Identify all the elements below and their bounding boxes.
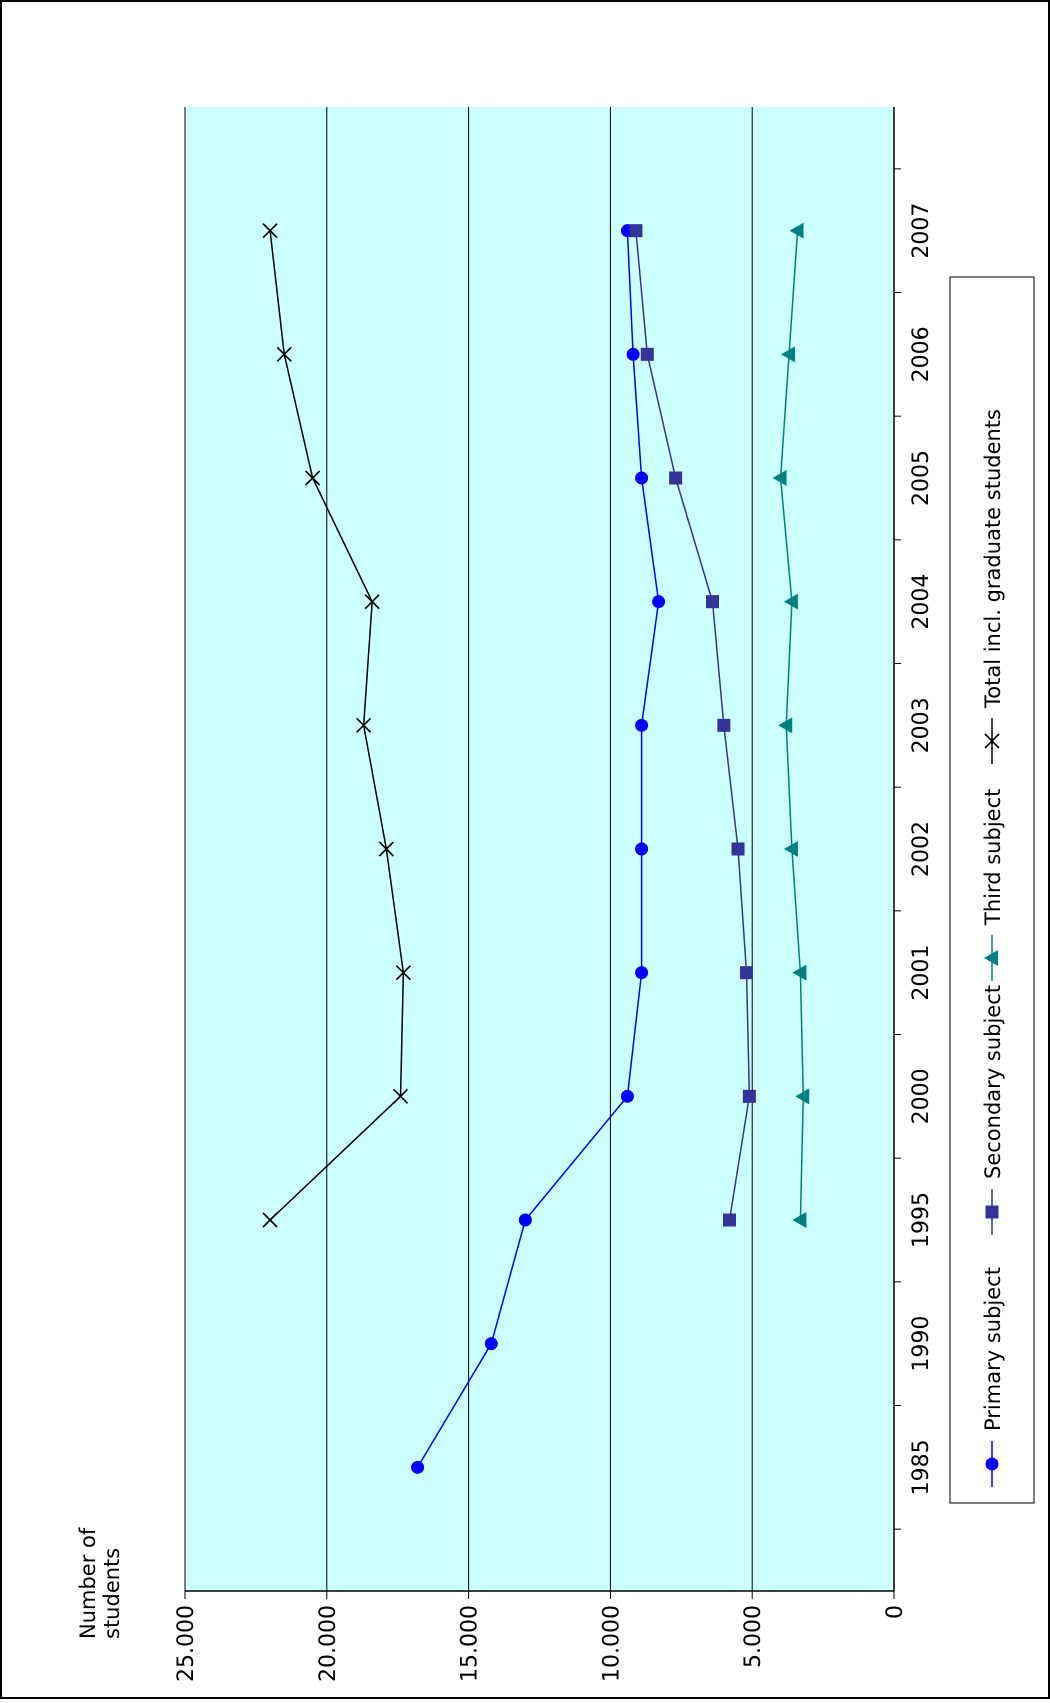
data-point <box>356 717 372 733</box>
x-tick-label: 2007 <box>909 203 934 259</box>
data-point <box>635 471 649 485</box>
data-point <box>635 966 649 980</box>
x-tick-label: 2005 <box>909 450 934 506</box>
data-point <box>392 1088 409 1104</box>
series-x <box>262 223 411 1228</box>
x-tick-label: 1995 <box>909 1192 934 1248</box>
data-point <box>364 594 380 610</box>
data-point <box>723 1213 737 1227</box>
axes <box>184 107 901 1599</box>
gridlines <box>184 107 753 1591</box>
data-point-stroke <box>984 733 1000 749</box>
data-point <box>626 347 640 361</box>
data-point-stroke <box>378 841 394 857</box>
x-tick-label: 2001 <box>909 945 934 1001</box>
y-tick-label: 5.000 <box>741 1605 766 1668</box>
data-point <box>411 1460 425 1474</box>
data-point <box>276 346 292 362</box>
series-square <box>629 224 756 1227</box>
legend-label: Primary subject <box>981 1267 1005 1431</box>
data-point <box>717 718 731 732</box>
data-point-stroke <box>262 1212 278 1228</box>
x-tick-label: 1990 <box>909 1316 934 1372</box>
data-point <box>731 842 745 856</box>
data-point <box>985 1457 999 1471</box>
y-axis-title: Number of <box>76 1527 100 1639</box>
data-point <box>484 1337 498 1351</box>
data-point <box>518 1213 532 1227</box>
legend-item: Primary subject <box>981 1267 1005 1487</box>
data-point <box>395 965 411 981</box>
y-tick-label: 20.000 <box>316 1605 341 1682</box>
data-point <box>781 346 796 363</box>
data-point <box>984 950 998 966</box>
data-point <box>792 964 807 981</box>
data-point <box>640 347 654 361</box>
y-tick-label: 10.000 <box>599 1605 624 1682</box>
data-point-stroke <box>305 470 321 486</box>
legend-box <box>949 276 1035 1504</box>
y-tick-label: 0 <box>883 1605 908 1619</box>
data-point <box>635 842 649 856</box>
data-point <box>742 1089 756 1103</box>
x-tick-label: 2002 <box>909 821 934 877</box>
x-tick-label: 2004 <box>909 574 934 630</box>
data-point <box>783 841 798 857</box>
data-point <box>378 841 394 857</box>
series-triangle <box>772 222 810 1228</box>
data-point <box>635 718 649 732</box>
data-point <box>789 222 804 239</box>
legend-item: Secondary subject <box>981 985 1005 1235</box>
data-point <box>262 223 278 239</box>
data-point <box>629 224 643 238</box>
data-point <box>620 1089 634 1103</box>
legend-item: Third subject <box>981 789 1005 981</box>
legend-label: Secondary subject <box>981 985 1005 1179</box>
data-point <box>305 470 321 486</box>
y-axis-title: students <box>100 1548 124 1639</box>
tick-labels: 0 5.000 10.000 15.000 20.000 25.000 1985 1990 19… <box>76 203 934 1682</box>
x-tick-label: 2003 <box>909 697 934 753</box>
legend-item: Total incl. graduate students <box>981 409 1005 764</box>
data-point <box>984 733 1000 749</box>
x-tick-label: 2006 <box>909 326 934 382</box>
legend: Primary subject Secondary subject Third su… <box>949 276 1035 1504</box>
y-tick-label: 25.000 <box>174 1605 199 1682</box>
data-point <box>705 595 719 609</box>
data-point <box>792 1212 807 1228</box>
x-tick-label: 1985 <box>909 1439 934 1495</box>
data-point-stroke <box>262 223 278 239</box>
series-circle <box>411 224 666 1474</box>
data-point <box>985 1205 999 1219</box>
data-point <box>652 595 666 609</box>
data-point <box>778 717 793 734</box>
data-point-stroke <box>392 1088 409 1104</box>
data-point <box>669 471 683 485</box>
data-point <box>262 1212 278 1228</box>
data-point-stroke <box>356 717 372 733</box>
data-point <box>740 966 754 980</box>
plot-area <box>185 107 894 1591</box>
legend-label: Total incl. graduate students <box>981 409 1005 709</box>
series-group <box>262 222 810 1474</box>
data-point-stroke <box>395 965 411 981</box>
x-tick-label: 2000 <box>909 1068 934 1124</box>
data-point-stroke <box>276 346 292 362</box>
legend-label: Third subject <box>981 789 1005 926</box>
data-point-stroke <box>364 594 380 610</box>
data-point <box>772 470 787 486</box>
y-tick-label: 15.000 <box>458 1605 483 1682</box>
data-point <box>783 593 798 610</box>
data-point <box>795 1088 810 1105</box>
